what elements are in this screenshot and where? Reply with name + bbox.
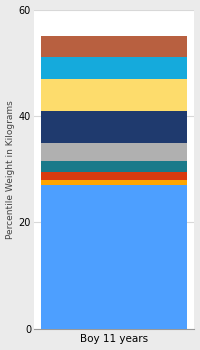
Bar — [41, 57, 187, 79]
Bar — [41, 180, 187, 185]
Bar — [41, 185, 187, 329]
Y-axis label: Percentile Weight in Kilograms: Percentile Weight in Kilograms — [6, 100, 15, 239]
Bar — [41, 161, 187, 172]
Bar — [41, 111, 187, 142]
Bar — [41, 172, 187, 180]
Bar — [41, 79, 187, 111]
Bar — [41, 142, 187, 161]
Bar — [41, 36, 187, 57]
